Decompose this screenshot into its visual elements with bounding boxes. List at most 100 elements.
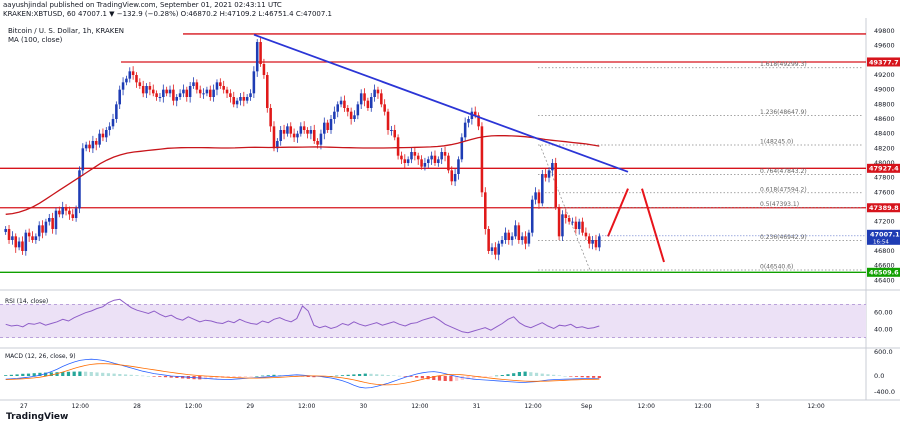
macd-histogram-bar (437, 376, 442, 381)
time-axis-tick: 12:00 (185, 403, 202, 410)
macd-histogram-bar (597, 376, 601, 378)
candle-body (333, 111, 336, 119)
candle-body (282, 130, 286, 134)
macd-histogram-bar (369, 373, 373, 376)
candle-body (557, 207, 561, 237)
candle-body (477, 115, 480, 127)
macd-title: MACD (12, 26, close, 9) (5, 353, 76, 360)
candle-body (302, 126, 306, 130)
candle-body (541, 174, 544, 204)
macd-histogram-bar (158, 376, 162, 377)
candle-body (494, 247, 497, 255)
macd-histogram-bar (78, 371, 82, 376)
macd-histogram-bar (95, 372, 99, 376)
candle-body (84, 144, 88, 149)
candle-body (530, 199, 534, 233)
candle-body (396, 137, 400, 156)
macd-histogram-bar (106, 373, 111, 376)
macd-histogram-bar (226, 376, 230, 378)
candle-body (561, 214, 564, 237)
macd-histogram-bar (529, 372, 533, 376)
macd-histogram-bar (586, 376, 590, 378)
rsi-axis-tick: 60.00 (874, 309, 893, 317)
candle-body (453, 174, 457, 182)
last-price-tag (867, 229, 900, 245)
macd-histogram-bar (135, 375, 139, 376)
time-axis-tick: 12:00 (298, 403, 315, 410)
candle-body (316, 141, 319, 145)
candle-body (111, 119, 115, 127)
macd-histogram-bar (335, 375, 339, 377)
candle-body (11, 236, 14, 240)
candle-body (591, 240, 594, 244)
price-axis-tick: 47600 (874, 188, 895, 196)
candle-body (151, 89, 155, 94)
time-axis-tick: 12:00 (524, 403, 541, 410)
candle-body (31, 236, 34, 240)
candle-body (416, 155, 420, 160)
price-axis-tick: 49600 (874, 42, 895, 50)
candle-body (353, 115, 356, 119)
macd-histogram-bar (232, 376, 236, 378)
macd-histogram-bar (4, 375, 8, 376)
candle-body (326, 122, 329, 130)
candle-body (517, 225, 521, 240)
candle-body (497, 243, 500, 255)
candle-body (141, 86, 145, 94)
fib-level-label: 1.618(49299.3) (760, 61, 807, 68)
fib-level-label: 0.5(47393.1) (760, 201, 799, 208)
macd-histogram-bar (249, 376, 253, 377)
macd-histogram-bar (123, 374, 128, 376)
candle-body (128, 71, 132, 79)
candle-body (272, 126, 276, 149)
price-axis-tick: 48400 (874, 130, 895, 138)
candle-body (587, 236, 591, 244)
macd-histogram-bar (363, 373, 367, 376)
candle-body (306, 130, 309, 134)
macd-histogram-bar (489, 376, 493, 377)
candle-body (487, 229, 490, 251)
rsi-title: RSI (14, close) (5, 298, 48, 305)
candle-body (440, 152, 443, 160)
macd-histogram-bar (72, 371, 76, 376)
candle-body (594, 240, 598, 248)
candle-body (202, 93, 205, 95)
macd-histogram-bar (129, 374, 133, 376)
candle-body (507, 232, 511, 240)
level-price-tag (867, 267, 900, 277)
macd-histogram-bar (592, 376, 596, 378)
candle-body (577, 221, 581, 229)
macd-histogram-bar (352, 374, 356, 376)
candle-body (312, 130, 316, 141)
rsi-axis-tick: 40.00 (874, 325, 893, 333)
candle-body (255, 42, 259, 72)
candle-body (175, 97, 179, 101)
candle-body (299, 126, 303, 134)
macd-line (5, 358, 600, 389)
fib-level-label: 0.236(46942.9) (760, 234, 807, 241)
candle-body (329, 119, 333, 130)
candle-body (346, 108, 350, 112)
candle-body (514, 225, 517, 237)
candle-body (510, 236, 514, 240)
candle-body (48, 218, 51, 222)
macd-histogram-bar (500, 375, 504, 376)
macd-histogram-bar (449, 376, 453, 382)
candle-body (245, 97, 249, 101)
macd-histogram-bar (49, 372, 53, 376)
candle-body (286, 126, 289, 134)
macd-histogram-bar (101, 372, 105, 376)
candle-body (64, 207, 68, 211)
macd-histogram-bar (243, 376, 248, 377)
macd-histogram-bar (255, 376, 259, 377)
candle-body (323, 122, 326, 134)
price-axis-tick: 49000 (874, 86, 895, 94)
macd-histogram-bar (432, 376, 436, 380)
candle-body (94, 141, 98, 145)
candle-body (433, 155, 437, 163)
macd-histogram-bar (346, 374, 350, 376)
bar-countdown-label: 16:54 (873, 239, 889, 245)
macd-histogram-bar (9, 374, 13, 376)
macd-histogram-bar (512, 373, 516, 376)
